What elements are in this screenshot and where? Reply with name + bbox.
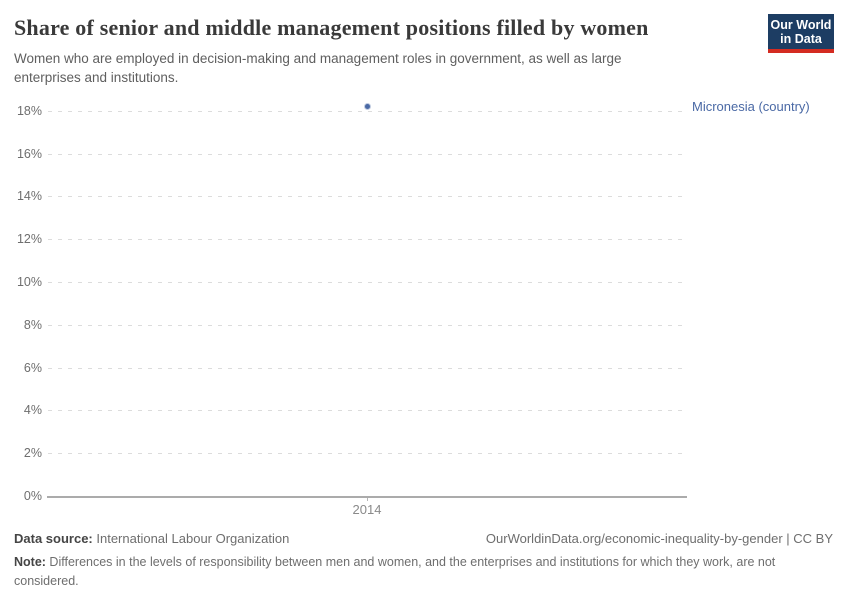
- grid-line: [48, 410, 686, 412]
- footer-line: Data source: International Labour Organi…: [14, 531, 833, 546]
- y-axis-tick-label: 2%: [23, 446, 42, 461]
- owid-logo-line1: Our World: [770, 18, 832, 32]
- x-axis-line: [47, 496, 687, 498]
- y-axis-tick-label: 0%: [23, 489, 42, 503]
- y-axis-tick-label: 18%: [16, 103, 42, 118]
- data-point-micronesia-2014[interactable]: [364, 104, 370, 110]
- grid-line: [48, 110, 686, 112]
- y-axis-tick-label: 10%: [16, 275, 42, 289]
- grid-line: [48, 453, 686, 455]
- y-axis-tick-label: 12%: [16, 232, 42, 247]
- grid-line: [48, 282, 686, 283]
- grid-line: [48, 239, 686, 241]
- y-axis-tick-label: 6%: [23, 360, 42, 375]
- chart-title: Share of senior and middle management po…: [14, 15, 649, 40]
- footnote: Note: Differences in the levels of respo…: [14, 553, 814, 591]
- attribution-link[interactable]: OurWorldinData.org/economic-inequality-b…: [485, 531, 833, 546]
- y-axis-tick-label: 14%: [16, 189, 42, 204]
- owid-logo[interactable]: Our World in Data: [768, 14, 834, 53]
- data-source-label: Data source:: [14, 531, 93, 546]
- grid-line: [48, 367, 686, 369]
- footnote-label: Note:: [14, 555, 46, 569]
- series-label[interactable]: Micronesia (country): [692, 98, 810, 114]
- footnote-value: Differences in the levels of responsibil…: [14, 555, 776, 588]
- owid-logo-line2: in Data: [780, 32, 822, 46]
- data-source-text: Data source: International Labour Organi…: [14, 531, 289, 546]
- grid-line: [48, 324, 686, 326]
- x-axis-tick-mark: [367, 496, 368, 501]
- grid-line: [48, 196, 686, 198]
- data-source-value: International Labour Organization: [92, 531, 290, 546]
- y-axis-tick-label: 16%: [16, 146, 42, 161]
- y-axis-tick-label: 4%: [23, 403, 42, 418]
- chart-subtitle: Women who are employed in decision-makin…: [14, 51, 622, 85]
- y-axis-tick-label: 8%: [23, 317, 42, 332]
- x-axis-tick-label: 2014: [352, 502, 382, 517]
- grid-line: [48, 153, 686, 155]
